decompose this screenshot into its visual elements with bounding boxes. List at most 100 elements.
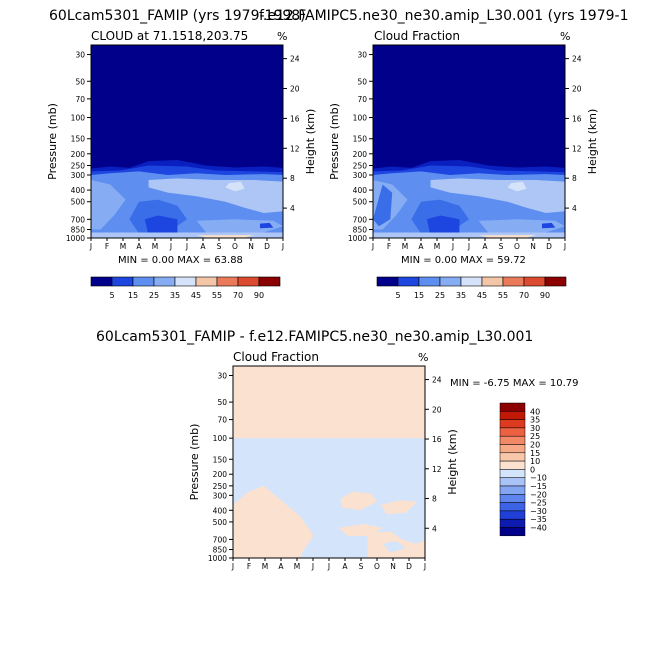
contour-fill (144, 215, 178, 236)
colorbar-tick-label: 0 (530, 465, 535, 474)
contour-fill (340, 491, 377, 511)
height-tick-label: 16 (290, 114, 300, 123)
y-tick-label: 500 (213, 518, 228, 527)
colorbar-box (502, 276, 525, 287)
colorbar-tick-label: 35 (456, 291, 466, 300)
contour-fill (380, 500, 418, 515)
contour-fill (225, 181, 245, 192)
y-tick-label: 400 (353, 186, 368, 195)
y-tick-label: 100 (353, 114, 368, 123)
x-tick-label: A (278, 562, 284, 571)
colorbar-box (499, 460, 526, 470)
x-tick-label: J (89, 242, 92, 251)
x-tick-label: D (406, 562, 412, 571)
x-tick-label: S (217, 242, 222, 251)
contour-fill (260, 222, 274, 229)
y-tick-label: 250 (353, 161, 368, 170)
colorbar-box (111, 276, 134, 287)
panel-subtitle: Cloud Fraction (233, 350, 319, 364)
colorbar-tick-label: −40 (530, 524, 547, 533)
colorbar-box (499, 402, 526, 412)
colorbar-box (258, 276, 281, 287)
colorbar-box (499, 527, 526, 537)
panel-main-title: f.e12.FAMIPC5.ne30_ne30.amip_L30.001 (yr… (259, 8, 628, 24)
colorbar-box (499, 494, 526, 503)
y-tick-label: 30 (357, 51, 367, 60)
height-tick-label: 8 (572, 174, 577, 183)
panel-subtitle: CLOUD at 71.1518,203.75 (91, 29, 248, 43)
x-tick-label: M (120, 242, 126, 251)
panel-main-title: 60Lcam5301_FAMIP - f.e12.FAMIPC5.ne30_ne… (96, 329, 533, 345)
colorbar-box (376, 276, 399, 287)
colorbar-tick-label: −20 (530, 490, 547, 499)
contour-fill (148, 178, 283, 213)
colorbar-box (499, 419, 526, 429)
y-tick-label: 150 (353, 135, 368, 144)
colorbar-tick-label: 45 (191, 291, 201, 300)
colorbar-tick-label: 5 (109, 291, 114, 300)
x-tick-label: F (247, 562, 251, 571)
colorbar-tick-label: 10 (530, 457, 540, 466)
colorbar-box (544, 276, 567, 287)
y-tick-label: 500 (353, 198, 368, 207)
x-tick-label: D (546, 242, 552, 251)
height-tick-label: 20 (432, 405, 442, 414)
y-tick-label: 70 (75, 95, 85, 104)
contour-fill (196, 235, 255, 238)
height-tick-label: 12 (290, 144, 300, 153)
x-tick-label: O (514, 242, 520, 251)
y-tick-label: 150 (213, 455, 228, 464)
contour-fill (478, 235, 537, 238)
height-tick-label: 4 (432, 524, 437, 533)
unit-label: % (560, 30, 570, 43)
contour-fill (507, 181, 527, 192)
contour-fill (91, 180, 126, 230)
colorbar-tick-label: 35 (170, 291, 180, 300)
colorbar-box (499, 502, 526, 512)
stats-label: MIN = 0.00 MAX = 59.72 (401, 255, 526, 266)
y-right-axis-label: Height (km) (586, 109, 599, 175)
contour-fill (430, 178, 565, 213)
x-tick-label: M (434, 242, 440, 251)
y-tick-label: 400 (71, 186, 86, 195)
colorbar-tick-label: 55 (212, 291, 222, 300)
colorbar-box (132, 276, 155, 287)
contour-fill (382, 540, 406, 553)
height-tick-label: 4 (290, 204, 295, 213)
y-tick-label: 1000 (348, 234, 367, 243)
colorbar-box (195, 276, 218, 287)
y-tick-label: 850 (353, 225, 368, 234)
y-tick-label: 70 (357, 95, 367, 104)
height-tick-label: 24 (290, 55, 300, 64)
height-tick-label: 16 (432, 435, 442, 444)
height-tick-label: 12 (572, 144, 582, 153)
colorbar-tick-label: 40 (530, 407, 540, 416)
colorbar-tick-label: 15 (128, 291, 138, 300)
colorbar-tick-label: 15 (530, 449, 540, 458)
colorbar-tick-label: −35 (530, 515, 547, 524)
height-tick-label: 8 (432, 495, 437, 504)
contour-fill (233, 485, 314, 558)
x-tick-label: J (371, 242, 374, 251)
x-tick-label: J (169, 242, 172, 251)
contour-fill (196, 219, 283, 233)
height-tick-label: 12 (432, 465, 442, 474)
colorbar-box (237, 276, 260, 287)
x-tick-label: A (342, 562, 348, 571)
contour-fill (478, 219, 565, 233)
colorbar-tick-label: −15 (530, 482, 547, 491)
x-tick-label: N (390, 562, 396, 571)
y-tick-label: 1000 (208, 554, 227, 563)
colorbar-box (153, 276, 176, 287)
colorbar-box (439, 276, 462, 287)
colorbar-tick-label: 70 (519, 291, 529, 300)
colorbar-tick-label: 55 (498, 291, 508, 300)
height-tick-label: 4 (572, 204, 577, 213)
colorbar-box (499, 510, 526, 520)
colorbar-box (499, 411, 526, 420)
colorbar: 5 15 25 35 45 55 70 90 (90, 276, 281, 300)
